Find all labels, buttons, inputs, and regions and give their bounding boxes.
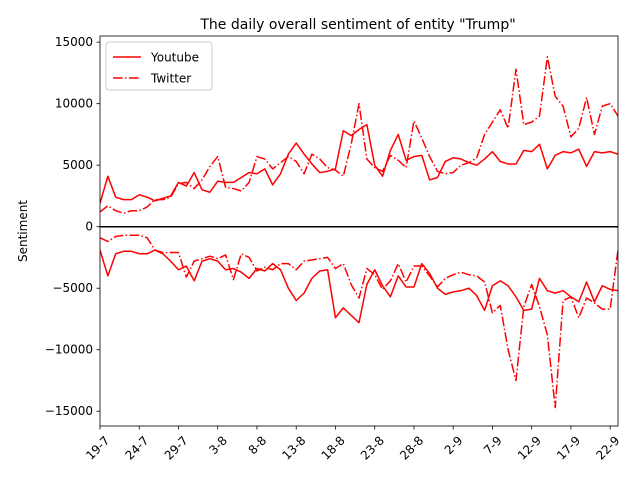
y-tick-label: 0 — [85, 220, 93, 234]
series-line-twitter-positive — [100, 56, 618, 214]
y-tick-label: 10000 — [55, 97, 93, 111]
series-group — [100, 56, 618, 409]
series-line-twitter-negative — [100, 234, 618, 409]
y-axis-label: Sentiment — [16, 200, 30, 262]
y-tick-label: −5000 — [52, 281, 93, 295]
y-tick-label: 15000 — [55, 35, 93, 49]
legend-label-twitter: Twitter — [150, 72, 191, 86]
legend-label-youtube: Youtube — [150, 51, 199, 65]
chart-title: The daily overall sentiment of entity "T… — [199, 17, 515, 33]
y-tick-label: −15000 — [45, 404, 93, 418]
axes-frame — [99, 35, 619, 427]
y-tick-label: 5000 — [62, 158, 93, 172]
series-line-youtube-positive — [100, 123, 618, 204]
plot-area — [100, 56, 618, 409]
legend: Youtube Twitter — [105, 41, 213, 91]
y-tick-label: −10000 — [45, 343, 93, 357]
